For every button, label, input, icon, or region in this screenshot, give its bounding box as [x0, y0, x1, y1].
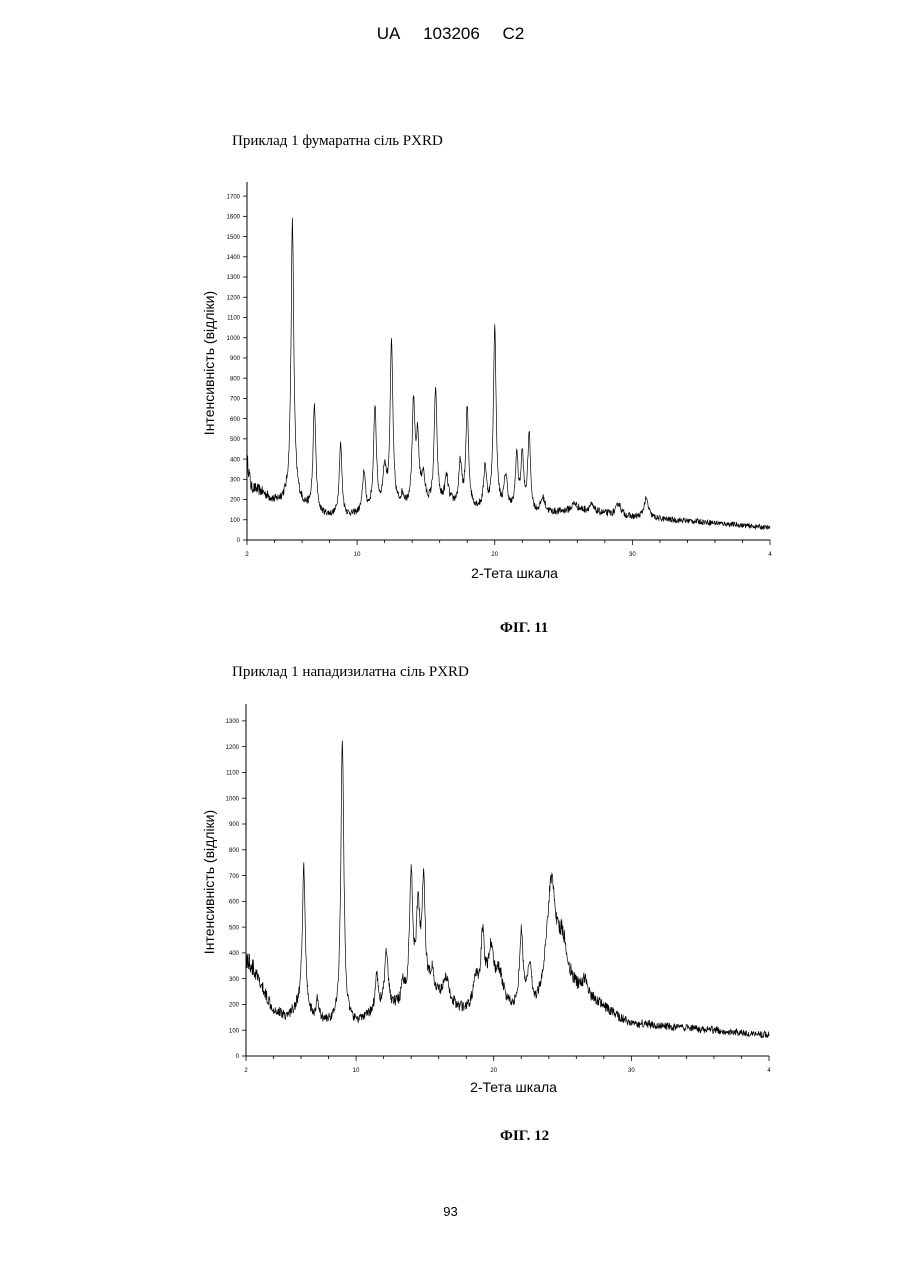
y-tick-label: 1100 [226, 771, 240, 777]
y-tick-label: 100 [229, 1028, 240, 1034]
x-tick-label: 20 [490, 1068, 497, 1074]
figure-11-chart: 0 100 200 300 400 500 600 700 800 900 1000 1100 1200… [0, 170, 901, 640]
x-tick-label: 30 [629, 552, 636, 558]
y-tick-label: 0 [237, 538, 241, 544]
y-tick-label: 400 [229, 951, 240, 957]
y-axis-label: Інтенсивність (відліки) [201, 810, 217, 954]
figure-12-caption: ФІГ. 12 [500, 1128, 549, 1145]
page-number: 93 [0, 1204, 901, 1219]
figure-12-chart: 0 100 200 300 400 500 600 700 800 900 1000 1100 1200… [0, 690, 901, 1130]
y-tick-label: 200 [229, 1003, 240, 1009]
figure-11-title: Приклад 1 фумаратна сіль PXRD [232, 133, 443, 150]
y-tick-label: 600 [229, 900, 240, 906]
x-axis-label: 2-Тета шкала [470, 1079, 557, 1095]
y-tick-label: 300 [229, 977, 240, 983]
x-tick-label: 4 [768, 552, 772, 558]
x-tick-label: 10 [354, 552, 361, 558]
y-tick-label: 0 [236, 1054, 240, 1060]
header-kind: C2 [503, 24, 525, 43]
y-tick-label: 1200 [227, 295, 241, 301]
y-tick-label: 1000 [227, 336, 241, 342]
y-tick-label: 1500 [227, 235, 241, 241]
y-tick-label: 500 [229, 925, 240, 931]
y-tick-label: 1200 [226, 745, 240, 751]
y-tick-label: 1300 [227, 275, 241, 281]
y-tick-label: 100 [230, 518, 241, 524]
y-tick-label: 900 [230, 356, 241, 362]
x-tick-label: 4 [767, 1068, 771, 1074]
y-axis-label: Інтенсивність (відліки) [201, 291, 217, 435]
x-tick-label: 2 [245, 552, 249, 558]
pxrd-series-line [247, 218, 770, 530]
y-tick-label: 400 [230, 457, 241, 463]
figure-11-caption: ФІГ. 11 [500, 620, 548, 637]
y-tick-label: 800 [229, 848, 240, 854]
figure-12-title: Приклад 1 нападизилатна сіль PXRD [232, 664, 469, 681]
x-tick-label: 20 [491, 552, 498, 558]
y-tick-label: 1600 [227, 215, 241, 221]
y-tick-label: 800 [230, 376, 241, 382]
pxrd-series-line [246, 741, 769, 1038]
header-country: UA [377, 24, 401, 43]
header-number: 103206 [423, 24, 480, 43]
y-tick-label: 1100 [227, 316, 241, 322]
y-tick-label: 300 [230, 478, 241, 484]
y-tick-label: 700 [229, 874, 240, 880]
x-tick-label: 30 [628, 1068, 635, 1074]
x-tick-label: 2 [244, 1068, 248, 1074]
patent-header: UA 103206 C2 [0, 24, 901, 44]
y-tick-label: 1000 [226, 796, 240, 802]
y-tick-label: 1400 [227, 255, 241, 261]
y-tick-label: 200 [230, 498, 241, 504]
y-tick-label: 1700 [227, 194, 241, 200]
y-tick-label: 1300 [226, 719, 240, 725]
y-tick-label: 600 [230, 417, 241, 423]
x-tick-label: 10 [353, 1068, 360, 1074]
y-tick-label: 500 [230, 437, 241, 443]
x-axis-label: 2-Тета шкала [471, 565, 558, 581]
y-tick-label: 700 [230, 397, 241, 403]
y-tick-label: 900 [229, 822, 240, 828]
